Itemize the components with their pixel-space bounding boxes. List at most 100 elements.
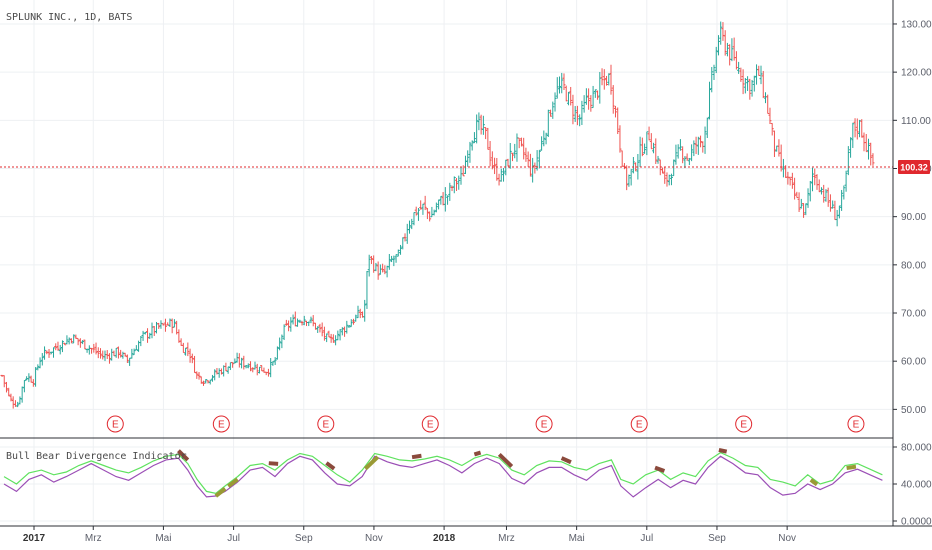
price-bar — [578, 114, 582, 127]
price-bar — [325, 333, 329, 343]
price-bar — [51, 347, 55, 358]
price-bar — [734, 51, 738, 70]
price-bar — [640, 137, 644, 157]
price-bar — [808, 181, 812, 202]
price-bar — [246, 363, 250, 369]
earnings-marker[interactable]: E — [535, 415, 553, 433]
price-bar — [690, 144, 694, 162]
price-bar — [296, 318, 300, 327]
price-bar — [562, 73, 566, 90]
price-bar — [647, 126, 651, 141]
price-bar — [416, 207, 420, 221]
price-bar — [188, 348, 192, 363]
price-bar — [300, 320, 304, 326]
price-bar — [163, 318, 167, 332]
price-bar — [369, 255, 373, 264]
price-bar — [396, 249, 400, 257]
price-bar — [813, 168, 817, 186]
price-bar — [72, 334, 76, 344]
time-tick-label: Sep — [708, 533, 726, 544]
price-bar — [484, 127, 488, 140]
earnings-marker-label: E — [636, 420, 643, 431]
price-bar — [806, 188, 810, 208]
price-tick-label: 70.00 — [901, 309, 926, 320]
price-bar — [705, 117, 709, 139]
time-tick-label: Mai — [155, 533, 171, 544]
price-bar — [419, 200, 423, 210]
last-price-value: 100.32 — [900, 162, 928, 172]
price-tick-label: 50.00 — [901, 405, 926, 416]
earnings-marker[interactable]: E — [317, 415, 335, 433]
price-bar — [678, 139, 682, 151]
price-bar — [656, 155, 660, 164]
price-bar — [564, 85, 568, 102]
price-bar — [16, 401, 20, 408]
price-bar — [190, 353, 194, 364]
price-bar — [790, 172, 794, 189]
price-bar — [770, 122, 774, 136]
earnings-marker[interactable]: E — [106, 415, 124, 433]
price-bar — [457, 175, 461, 190]
price-bar — [824, 189, 828, 202]
price-bar — [219, 368, 223, 375]
price-bar — [526, 151, 530, 167]
price-bar — [204, 379, 208, 384]
price-bar — [549, 109, 553, 117]
price-bar — [432, 209, 436, 216]
price-bar — [96, 347, 100, 359]
price-tick-label: 60.00 — [901, 357, 926, 368]
oscillator-line-purple — [3, 455, 883, 498]
price-bar — [723, 30, 727, 56]
price-bar — [399, 244, 403, 255]
price-bar — [504, 159, 508, 176]
price-bar — [553, 92, 557, 112]
price-bar — [477, 112, 481, 131]
oscillator-axis: 80.0000 40.0000 0.0000 — [893, 443, 932, 528]
price-bar — [692, 140, 696, 157]
price-bar — [625, 165, 629, 191]
time-axis: 2017 Mrz Mai Jul Sep Nov 2018 Mrz Mai Jul Sep Nov — [23, 526, 796, 544]
price-bar — [846, 146, 850, 176]
price-bar — [580, 100, 584, 125]
bear-divergence-marker — [497, 452, 514, 468]
price-bar — [788, 176, 792, 186]
price-bar — [811, 167, 815, 192]
price-bar — [719, 21, 723, 45]
price-bar — [412, 212, 416, 226]
price-bar — [725, 42, 729, 57]
price-bar — [410, 218, 414, 230]
earnings-marker[interactable]: E — [421, 415, 439, 433]
price-bar — [663, 166, 667, 184]
price-bar — [83, 339, 87, 350]
price-bar — [869, 142, 873, 166]
earnings-marker[interactable]: E — [735, 415, 753, 433]
earnings-marker[interactable]: E — [847, 415, 865, 433]
price-bar — [36, 364, 40, 371]
price-bar — [428, 211, 432, 222]
price-bar — [683, 156, 687, 169]
earnings-marker[interactable]: E — [212, 415, 230, 433]
price-bar — [318, 323, 322, 333]
price-bar — [114, 347, 118, 358]
price-bar — [643, 143, 647, 154]
price-bar — [652, 142, 656, 154]
price-bar — [575, 105, 579, 126]
price-bar — [855, 118, 859, 140]
price-bar — [714, 46, 718, 74]
price-bar — [472, 132, 476, 144]
price-bar — [177, 329, 181, 343]
price-bar — [566, 91, 570, 106]
price-bar — [600, 68, 604, 86]
price-bar — [65, 335, 69, 345]
price-bar — [67, 337, 71, 345]
price-bar — [309, 316, 313, 324]
earnings-marker[interactable]: E — [630, 415, 648, 433]
price-bar — [437, 199, 441, 210]
price-bar — [618, 125, 622, 153]
price-bar — [750, 79, 754, 97]
price-bar — [27, 373, 31, 383]
price-bar — [320, 322, 324, 337]
price-bar — [43, 346, 47, 360]
price-bar — [161, 323, 165, 326]
price-bar — [130, 348, 134, 359]
